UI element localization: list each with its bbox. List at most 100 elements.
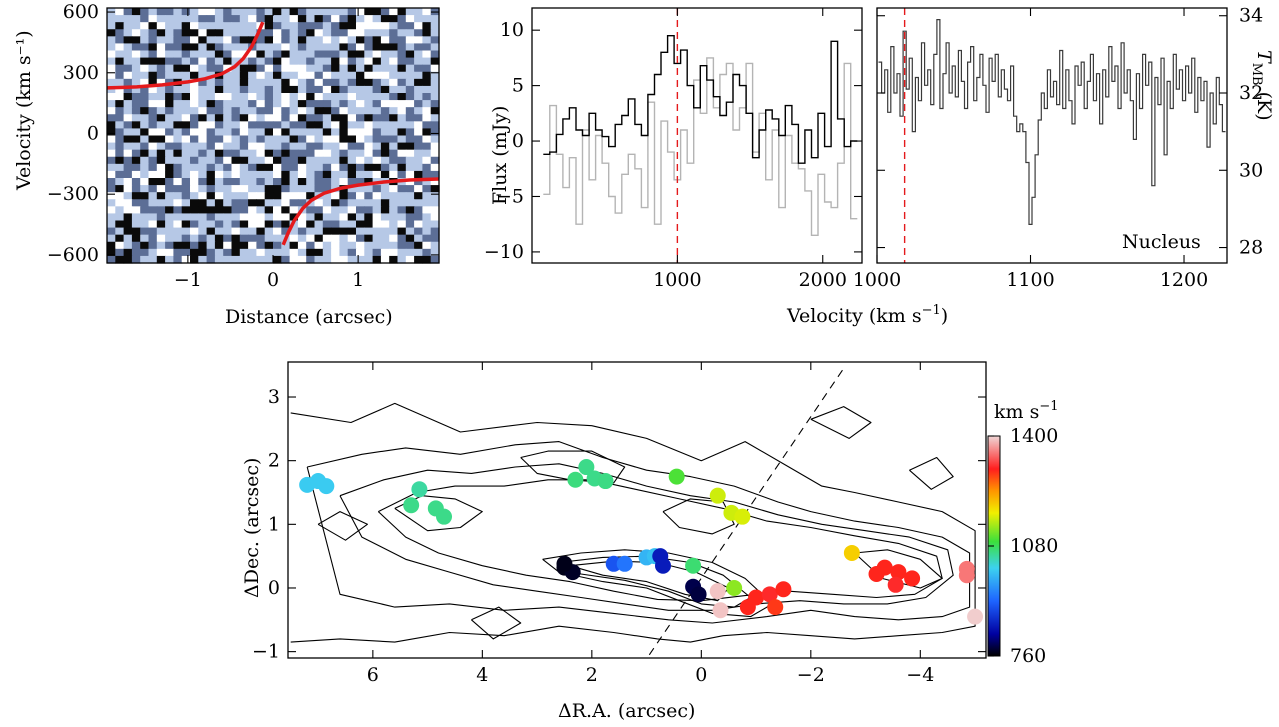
heatmap-cell bbox=[239, 71, 249, 80]
heatmap-cell bbox=[264, 64, 274, 73]
heatmap-cell bbox=[107, 234, 116, 243]
velocity-point bbox=[726, 579, 743, 596]
heatmap-cell bbox=[165, 213, 174, 222]
heatmap-cell bbox=[239, 220, 249, 229]
heatmap-cell bbox=[190, 57, 199, 66]
heatmap-cell bbox=[156, 241, 166, 250]
heatmap-cell bbox=[430, 149, 440, 158]
heatmap-cell bbox=[397, 107, 407, 115]
heatmap-cell bbox=[339, 255, 349, 264]
heatmap-cell bbox=[223, 149, 233, 158]
contour-line bbox=[471, 606, 522, 640]
heatmap-cell bbox=[281, 220, 291, 229]
heatmap-cell bbox=[198, 135, 208, 144]
heatmap-cell bbox=[190, 22, 199, 30]
heatmap-cell bbox=[231, 163, 241, 172]
heatmap-cell bbox=[331, 206, 340, 215]
pv-heatmap bbox=[107, 8, 440, 264]
heatmap-cell bbox=[248, 22, 257, 30]
heatmap-cell bbox=[356, 64, 365, 73]
heatmap-cell bbox=[322, 36, 332, 45]
heatmap-cell bbox=[181, 234, 191, 243]
heatmap-cell bbox=[156, 199, 166, 207]
heatmap-cell bbox=[405, 220, 415, 229]
heatmap-cell bbox=[331, 178, 340, 186]
heatmap-cell bbox=[131, 135, 141, 144]
heatmap-cell bbox=[198, 128, 208, 137]
heatmap-cell bbox=[156, 22, 166, 30]
heatmap-cell bbox=[256, 121, 266, 130]
heatmap-cell bbox=[331, 78, 340, 87]
heatmap-cell bbox=[380, 107, 390, 115]
heatmap-cell bbox=[165, 192, 174, 200]
heatmap-cell bbox=[372, 93, 382, 101]
heatmap-cell bbox=[364, 71, 374, 80]
heatmap-cell bbox=[239, 135, 249, 144]
heatmap-cell bbox=[206, 163, 216, 172]
heatmap-cell bbox=[181, 121, 191, 130]
heatmap-cell bbox=[414, 248, 423, 257]
heatmap-cell bbox=[389, 71, 399, 80]
heatmap-cell bbox=[422, 128, 432, 137]
heatmap-cell bbox=[190, 149, 199, 158]
heatmap-cell bbox=[223, 178, 233, 186]
heatmap-cell bbox=[264, 206, 274, 215]
heatmap-cell bbox=[331, 241, 340, 250]
heatmap-cell bbox=[281, 199, 291, 207]
heatmap-cell bbox=[107, 178, 116, 186]
heatmap-cell bbox=[181, 135, 191, 144]
heatmap-cell bbox=[181, 192, 191, 200]
heatmap-cell bbox=[198, 8, 208, 16]
heatmap-cell bbox=[297, 234, 307, 243]
heatmap-cell bbox=[206, 220, 216, 229]
heatmap-cell bbox=[380, 85, 390, 94]
heatmap-cell bbox=[206, 22, 216, 30]
heatmap-cell bbox=[414, 185, 423, 193]
heatmap-cell bbox=[181, 93, 191, 101]
heatmap-cell bbox=[223, 185, 233, 193]
heatmap-cell bbox=[372, 220, 382, 229]
heatmap-cell bbox=[306, 227, 316, 236]
heatmap-cell bbox=[422, 36, 432, 45]
heatmap-cell bbox=[422, 156, 432, 165]
heatmap-cell bbox=[414, 50, 423, 59]
heatmap-cell bbox=[281, 248, 291, 257]
heatmap-cell bbox=[430, 36, 440, 45]
heatmap-cell bbox=[289, 71, 299, 80]
heatmap-cell bbox=[364, 142, 374, 151]
heatmap-cell bbox=[289, 57, 299, 66]
heatmap-cell bbox=[397, 199, 407, 207]
heatmap-cell bbox=[414, 93, 423, 101]
heatmap-cell bbox=[107, 93, 116, 101]
heatmap-cell bbox=[107, 213, 116, 222]
heatmap-cell bbox=[430, 156, 440, 165]
heatmap-cell bbox=[372, 156, 382, 165]
heatmap-cell bbox=[173, 128, 183, 137]
heatmap-cell bbox=[380, 29, 390, 37]
heatmap-cell bbox=[239, 199, 249, 207]
contour-line bbox=[542, 549, 774, 618]
heatmap-cell bbox=[206, 50, 216, 59]
heatmap-cell bbox=[331, 156, 340, 165]
heatmap-cell bbox=[264, 185, 274, 193]
heatmap-cell bbox=[256, 149, 266, 158]
heatmap-cell bbox=[206, 64, 216, 73]
heatmap-cell bbox=[306, 206, 316, 215]
heatmap-cell bbox=[264, 57, 274, 66]
heatmap-cell bbox=[364, 114, 374, 122]
heatmap-cell bbox=[422, 8, 432, 16]
heatmap-cell bbox=[397, 255, 407, 264]
heatmap-cell bbox=[198, 107, 208, 115]
heatmap-cell bbox=[430, 234, 440, 243]
heatmap-cell bbox=[306, 156, 316, 165]
heatmap-cell bbox=[414, 234, 423, 243]
heatmap-cell bbox=[165, 178, 174, 186]
heatmap-cell bbox=[414, 22, 423, 30]
heatmap-cell bbox=[190, 15, 199, 23]
heatmap-cell bbox=[322, 107, 332, 115]
heatmap-cell bbox=[256, 128, 266, 137]
heatmap-cell bbox=[322, 248, 332, 257]
heatmap-cell bbox=[165, 248, 174, 257]
heatmap-cell bbox=[165, 93, 174, 101]
